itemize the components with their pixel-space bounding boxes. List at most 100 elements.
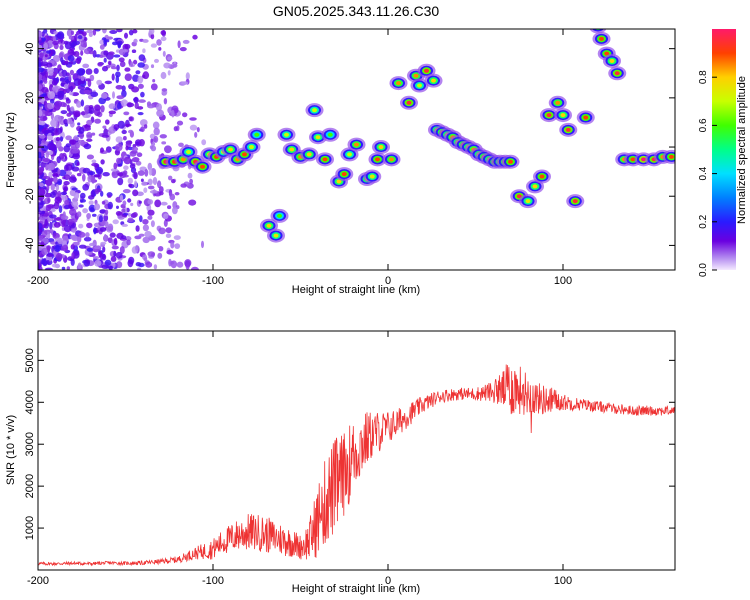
noise-speck — [91, 159, 97, 164]
noise-speck — [58, 72, 63, 77]
noise-speck — [170, 241, 175, 249]
signal-core — [431, 78, 436, 83]
noise-speck — [121, 208, 126, 213]
noise-speck — [52, 40, 59, 46]
noise-speck — [70, 106, 75, 112]
noise-speck — [71, 200, 79, 208]
noise-speck — [168, 175, 173, 181]
noise-speck — [71, 187, 78, 191]
noise-speck — [179, 47, 187, 52]
noise-speck — [148, 29, 155, 35]
noise-speck — [82, 63, 90, 69]
noise-speck — [61, 266, 66, 270]
spectrogram-y-axis: -40 -20 0 20 40 — [24, 43, 675, 253]
noise-speck — [98, 97, 106, 105]
noise-speck — [108, 61, 112, 65]
noise-speck — [142, 236, 150, 244]
noise-speck — [88, 50, 95, 55]
signal-core — [396, 81, 401, 86]
noise-speck — [107, 201, 114, 210]
noise-speck — [75, 57, 82, 64]
noise-speck — [104, 259, 112, 266]
noise-speck — [104, 221, 109, 227]
noise-speck — [86, 119, 93, 126]
noise-speck — [78, 204, 84, 208]
noise-speck — [88, 200, 94, 205]
noise-speck — [48, 150, 54, 155]
signal-core — [555, 100, 561, 105]
noise-speck — [51, 263, 60, 268]
y-tick-label: 3000 — [24, 432, 36, 456]
colorbar-tick-label: 0.2 — [698, 214, 709, 228]
noise-speck — [138, 99, 146, 103]
noise-speck — [133, 96, 139, 104]
noise-speck — [176, 120, 184, 126]
noise-speck — [86, 222, 93, 229]
noise-speck — [46, 260, 50, 265]
noise-speck — [65, 60, 69, 64]
noise-speck — [54, 245, 61, 252]
noise-speck — [100, 190, 104, 197]
noise-speck — [149, 190, 158, 194]
noise-speck — [100, 92, 108, 99]
noise-speck — [95, 166, 104, 175]
noise-speck — [70, 218, 78, 223]
noise-speck — [38, 31, 43, 38]
snr-y-label: SNR (10 * v/v) — [5, 415, 17, 485]
noise-speck — [70, 42, 76, 49]
noise-speck — [177, 40, 181, 49]
noise-speck — [59, 77, 65, 82]
noise-speck — [119, 246, 125, 254]
noise-speck — [128, 116, 133, 122]
noise-speck — [144, 230, 152, 238]
signal-core — [336, 179, 342, 184]
noise-speck — [111, 73, 115, 81]
noise-speck — [130, 61, 134, 67]
noise-speck — [126, 102, 135, 108]
noise-speck — [77, 122, 81, 126]
noise-speck — [72, 229, 76, 233]
spectrogram-frame — [37, 28, 676, 271]
signal-core — [354, 142, 359, 147]
noise-speck — [38, 120, 46, 126]
noise-speck — [182, 112, 188, 118]
noise-speck — [70, 244, 75, 250]
noise-speck — [117, 120, 126, 129]
noise-speck — [54, 196, 62, 204]
noise-speck — [123, 136, 127, 141]
noise-speck — [40, 37, 46, 42]
noise-speck — [51, 132, 55, 136]
x-tick-label: -200 — [27, 275, 49, 287]
noise-speck — [92, 29, 97, 36]
noise-speck — [63, 181, 70, 186]
signal-core — [669, 154, 674, 159]
noise-speck — [124, 123, 132, 127]
noise-speck — [119, 194, 124, 202]
signal-core — [539, 174, 545, 179]
noise-speck — [38, 59, 41, 66]
noise-speck — [166, 249, 174, 255]
noise-speck — [135, 262, 142, 267]
noise-speck — [136, 152, 143, 157]
noise-speck — [152, 177, 158, 185]
noise-speck — [50, 191, 56, 198]
noise-speck — [80, 75, 85, 81]
noise-speck — [75, 142, 80, 149]
noise-speck — [85, 68, 93, 75]
noise-speck — [190, 266, 199, 270]
noise-speck — [47, 102, 55, 110]
noise-speck — [52, 232, 60, 240]
noise-speck — [153, 135, 159, 143]
noise-speck — [85, 232, 90, 238]
noise-speck — [153, 127, 160, 136]
noise-speck — [99, 209, 107, 214]
spectrogram-x-axis: -200 -100 0 100 — [27, 29, 572, 287]
noise-speck — [57, 168, 61, 175]
noise-speck — [50, 208, 56, 212]
y-tick-label: 2000 — [24, 474, 36, 498]
noise-speck — [44, 71, 49, 79]
y-tick-label: 20 — [24, 92, 36, 104]
noise-speck — [129, 163, 136, 169]
noise-speck — [82, 114, 91, 118]
noise-speck — [113, 237, 118, 246]
